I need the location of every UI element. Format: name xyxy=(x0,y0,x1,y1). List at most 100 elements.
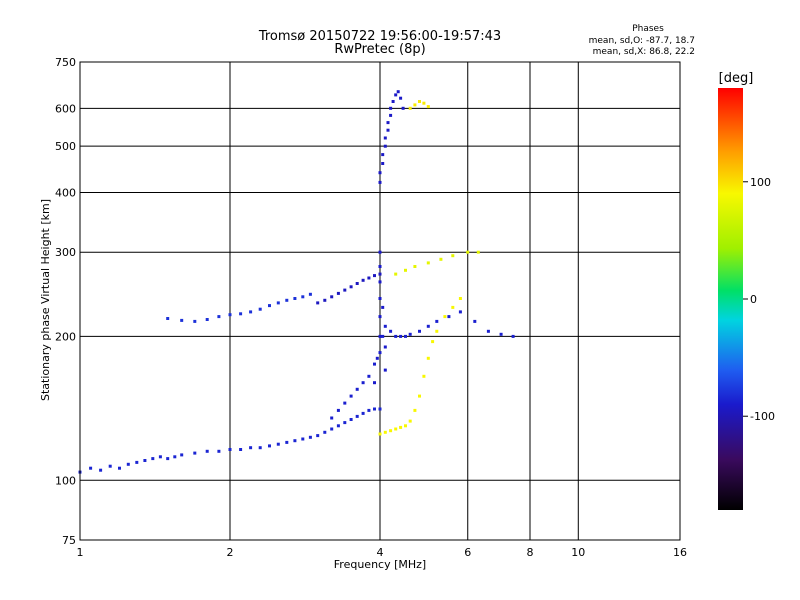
y-tick-label: 750 xyxy=(55,56,76,69)
data-point xyxy=(426,324,430,328)
data-point xyxy=(401,106,405,110)
x-tick-label: 2 xyxy=(227,546,234,559)
data-point xyxy=(367,276,371,280)
data-point xyxy=(418,394,421,398)
data-point xyxy=(389,106,393,110)
x-axis-label: Frequency [MHz] xyxy=(334,558,426,571)
data-point xyxy=(239,312,243,316)
data-point xyxy=(180,318,184,322)
data-point xyxy=(276,301,280,305)
data-points xyxy=(78,90,515,474)
data-point xyxy=(418,329,421,333)
data-point xyxy=(413,408,417,412)
data-point xyxy=(258,307,262,311)
data-point xyxy=(408,106,412,110)
data-point xyxy=(378,180,382,184)
data-point xyxy=(435,319,439,323)
x-tick-label: 1 xyxy=(77,546,84,559)
data-point xyxy=(308,292,312,296)
data-point xyxy=(355,414,359,418)
data-point xyxy=(383,430,387,434)
data-point xyxy=(381,153,385,157)
colorbar-ticks: 100 0 -100 xyxy=(743,176,775,423)
data-point xyxy=(330,295,334,299)
data-point xyxy=(217,315,221,319)
colorbar-tick-label: 100 xyxy=(750,176,771,189)
data-point xyxy=(143,459,147,462)
data-point xyxy=(217,449,221,453)
data-point xyxy=(435,329,439,333)
data-point xyxy=(404,268,407,272)
data-point xyxy=(349,394,353,398)
data-point xyxy=(361,381,365,385)
colorbar-tick-label: 0 xyxy=(750,293,757,306)
data-point xyxy=(249,446,253,450)
data-point xyxy=(166,457,170,461)
data-point xyxy=(439,257,443,261)
data-point xyxy=(378,351,382,355)
data-point xyxy=(373,407,376,411)
data-point xyxy=(458,310,462,314)
data-point xyxy=(268,444,271,448)
data-point xyxy=(308,435,312,439)
data-point xyxy=(391,100,395,103)
data-point xyxy=(378,432,382,436)
data-point xyxy=(422,374,426,378)
phases-title: Phases xyxy=(632,24,664,34)
colorbar-label: [deg] xyxy=(719,71,754,86)
data-point xyxy=(89,466,93,470)
colorbar-gradient xyxy=(718,88,743,510)
data-point xyxy=(476,250,480,254)
data-point xyxy=(173,455,177,459)
data-point xyxy=(389,329,393,333)
data-point xyxy=(285,440,289,444)
data-point xyxy=(422,101,426,105)
data-point xyxy=(426,105,430,109)
data-point xyxy=(378,315,382,319)
data-point xyxy=(249,310,253,314)
data-point xyxy=(381,334,385,338)
data-point xyxy=(373,274,376,278)
data-point xyxy=(486,329,490,333)
data-point xyxy=(383,144,387,148)
y-axis-label: Stationary phase Virtual Height [km] xyxy=(39,199,52,401)
data-point xyxy=(349,418,353,421)
data-point xyxy=(330,427,334,431)
data-point xyxy=(386,121,390,125)
data-point xyxy=(394,334,398,338)
data-point xyxy=(373,381,376,385)
data-point xyxy=(193,319,197,323)
data-point xyxy=(336,408,340,412)
data-point xyxy=(151,457,155,461)
phases-line-x: mean, sd,X: 86.8, 22.2 xyxy=(593,47,695,57)
data-point xyxy=(205,449,209,453)
data-point xyxy=(451,305,455,309)
data-point xyxy=(375,356,379,360)
y-tick-label: 200 xyxy=(55,330,76,343)
data-point xyxy=(383,345,387,349)
data-point xyxy=(373,362,376,366)
data-point xyxy=(511,334,515,338)
y-tick-label: 400 xyxy=(55,186,76,199)
data-point xyxy=(228,448,232,451)
data-point xyxy=(343,401,347,405)
data-point xyxy=(330,416,334,420)
data-point xyxy=(408,332,412,336)
data-point xyxy=(158,455,162,459)
data-point xyxy=(99,468,103,472)
data-point xyxy=(383,136,387,140)
data-point xyxy=(166,317,170,320)
data-point xyxy=(399,334,403,338)
chart-subtitle: RwPretec (8p) xyxy=(334,42,425,57)
data-point xyxy=(293,439,297,443)
data-point xyxy=(389,113,393,117)
data-point xyxy=(361,278,365,282)
data-point xyxy=(399,425,403,429)
data-point xyxy=(458,297,462,300)
y-tick-label: 300 xyxy=(55,246,76,259)
y-tick-label: 500 xyxy=(55,140,76,153)
phases-line-o: mean, sd,O: -87.7, 18.7 xyxy=(589,36,695,46)
data-point xyxy=(323,430,327,434)
data-point xyxy=(258,446,262,450)
